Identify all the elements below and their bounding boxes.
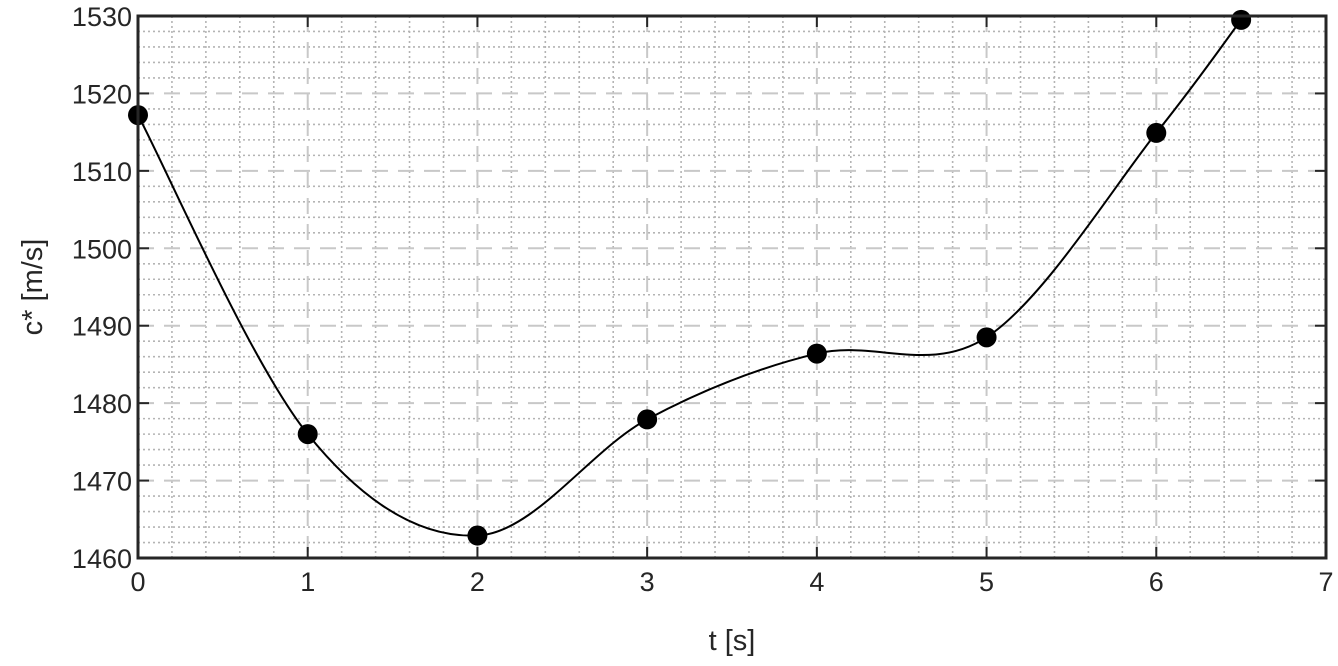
y-tick-labels: 1460 1470 1480 1490 1500 1510 1520 1530 <box>72 2 132 574</box>
x-tick-label: 6 <box>1149 567 1164 597</box>
x-tick-labels: 0 1 2 3 4 5 6 7 <box>130 567 1333 597</box>
y-tick-label: 1520 <box>72 79 132 109</box>
axis-ticks <box>137 15 1327 559</box>
data-point <box>806 343 827 364</box>
x-tick-label: 2 <box>470 567 485 597</box>
y-tick-label: 1500 <box>72 234 132 264</box>
data-point <box>467 525 488 546</box>
y-tick-label: 1510 <box>72 157 132 187</box>
data-point <box>976 327 997 348</box>
y-tick-label: 1470 <box>72 467 132 497</box>
x-tick-label: 5 <box>979 567 994 597</box>
series-line <box>137 19 1242 537</box>
x-tick-label: 1 <box>300 567 315 597</box>
minor-grid <box>138 16 1326 558</box>
data-point <box>1231 9 1252 30</box>
y-tick-label: 1490 <box>72 312 132 342</box>
y-tick-label: 1480 <box>72 389 132 419</box>
data-point <box>1146 122 1167 143</box>
y-tick-label: 1530 <box>72 2 132 32</box>
y-axis-label: c* [m/s] <box>17 239 49 336</box>
y-tick-label: 1460 <box>72 544 132 574</box>
x-tick-label: 4 <box>809 567 824 597</box>
x-tick-label: 3 <box>640 567 655 597</box>
x-tick-label: 0 <box>130 567 145 597</box>
data-point <box>297 424 318 445</box>
plot-frame <box>136 14 1328 560</box>
x-axis-label: t [s] <box>709 625 756 657</box>
data-point <box>637 409 658 430</box>
x-tick-label: 7 <box>1318 567 1333 597</box>
